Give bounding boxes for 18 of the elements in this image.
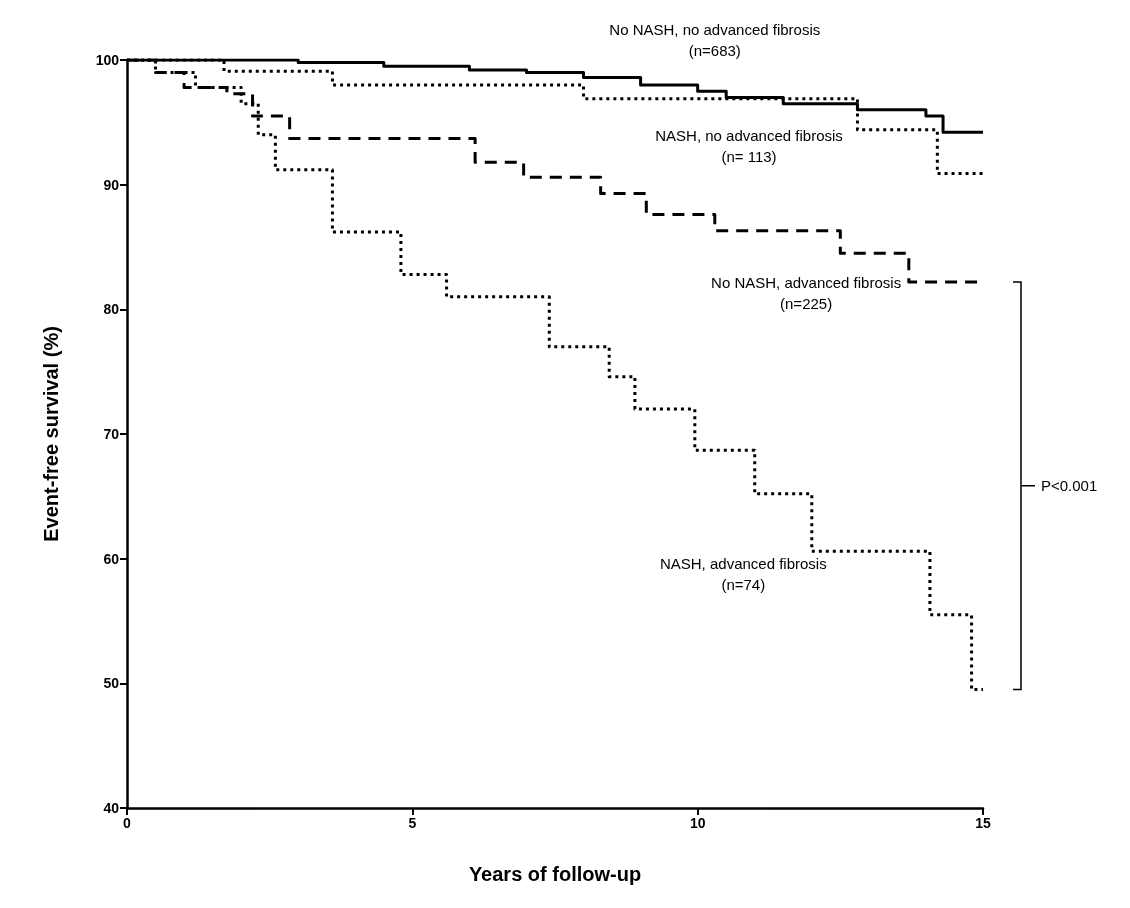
series-label: No NASH, no advanced fibrosis (n=683) (609, 21, 821, 60)
x-tick-label: 15 (975, 815, 991, 831)
y-tick-label: 50 (103, 675, 120, 692)
series-label: NASH, no advanced fibrosis (n= 113) (655, 127, 843, 166)
x-tick-label: 10 (689, 815, 706, 831)
text: P<0.001 (1041, 477, 1098, 495)
series-label: No NASH, advanced fibrosis (n=225) (711, 274, 902, 313)
y-tick-label: 40 (103, 800, 120, 816)
y-tick-label: 80 (103, 301, 120, 318)
y-tick-label: 100 (95, 52, 120, 68)
y-tick-label: 60 (103, 550, 120, 567)
x-tick-label: 0 (123, 815, 132, 831)
y-axis-title: Event-free survival (%) (40, 326, 62, 542)
y-tick-label: 90 (103, 176, 120, 193)
y-tick-label: 70 (103, 426, 120, 442)
series-label: NASH, advanced fibrosis (n=74) (659, 554, 827, 593)
x-tick-label: 5 (408, 815, 417, 831)
x-axis-title: Years of follow-up (468, 863, 642, 885)
